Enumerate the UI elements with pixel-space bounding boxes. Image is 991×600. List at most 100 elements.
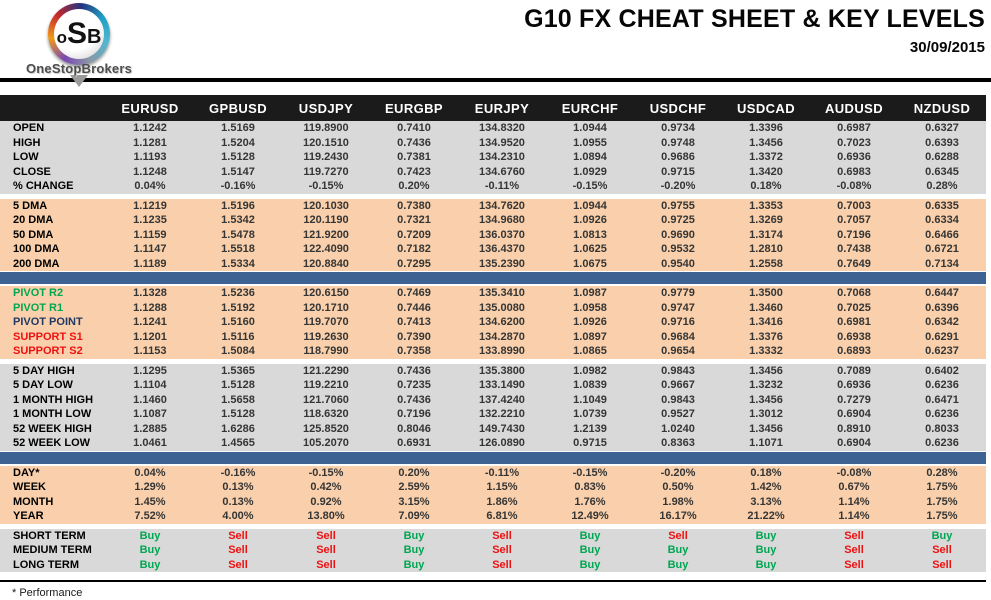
cell-short-term-eurjpy: Sell [492, 529, 512, 542]
table-row-100-dma: 100 DMA 1.1147 1.5518 122.4090 0.7182 136.437… [0, 242, 986, 257]
cell-day-eurgbp: 0.20% [398, 466, 430, 479]
cell-long-term-eurgbp: Buy [403, 558, 425, 571]
cell-short-term-eurgbp: Buy [403, 529, 425, 542]
cell-low-eurjpy: 134.2310 [479, 151, 525, 164]
cell-100-dma-usdchf: 0.9532 [661, 243, 695, 256]
section-gap [0, 193, 986, 199]
table-row-month: MONTH 1.45% 0.13% 0.92% 3.15% 1.86% 1.76% 1.98%… [0, 495, 986, 510]
cell-medium-term-eurusd: Buy [139, 544, 161, 557]
cell-support-s1-eurusd: 1.1201 [133, 330, 167, 343]
cell-support-s1-eurjpy: 134.2870 [479, 330, 525, 343]
table-block: OPEN 1.1242 1.5169 119.8900 0.7410 134.8320 1.… [0, 121, 986, 194]
cell-day-usdcad: 0.18% [750, 466, 782, 479]
cell-20-dma-usdchf: 0.9725 [661, 214, 695, 227]
cell-pivot-r1-usdjpy: 120.1710 [303, 301, 349, 314]
row-label-open: OPEN [13, 122, 45, 135]
cell-52-week-low-usdjpy: 105.2070 [303, 437, 349, 450]
cell-pivot-r1-gpbusd: 1.5192 [221, 301, 255, 314]
cell-medium-term-usdcad: Buy [755, 544, 777, 557]
cell-week-usdjpy: 0.42% [310, 481, 342, 494]
cell-50-dma-eurchf: 1.0813 [573, 228, 607, 241]
cell-high-usdchf: 0.9748 [661, 136, 695, 149]
logo-letter-s: S [66, 17, 87, 50]
cell-50-dma-nzdusd: 0.6466 [925, 228, 959, 241]
cell-pivot-r1-usdcad: 1.3460 [749, 301, 783, 314]
cell-close-gpbusd: 1.5147 [221, 165, 255, 178]
cell-5-dma-eurchf: 1.0944 [573, 199, 607, 212]
column-header-eurjpy: EURJPY [474, 100, 530, 116]
cell-long-term-eurchf: Buy [579, 558, 601, 571]
cell-20-dma-eurjpy: 134.9680 [479, 214, 525, 227]
logo-letter-o: o [56, 28, 67, 47]
cell-100-dma-eurjpy: 136.4370 [479, 243, 525, 256]
cell-long-term-audusd: Sell [844, 558, 864, 571]
cell-5-day-high-nzdusd: 0.6402 [925, 364, 959, 377]
cell-close-usdjpy: 119.7270 [303, 165, 349, 178]
cell-week-gpbusd: 0.13% [222, 481, 254, 494]
row-label-high: HIGH [13, 136, 41, 149]
cell-pivot-point-usdjpy: 119.7070 [303, 316, 349, 329]
cell-medium-term-eurchf: Buy [579, 544, 601, 557]
cell-52-week-high-audusd: 0.8910 [837, 422, 871, 435]
cell-pivot-point-nzdusd: 0.6342 [925, 316, 959, 329]
row-label-month: MONTH [13, 495, 54, 508]
table-row-pivot-r2: PIVOT R2 1.1328 1.5236 120.6150 0.7469 135.34… [0, 286, 986, 301]
cell-low-usdcad: 1.3372 [749, 151, 783, 164]
section-gap [0, 523, 986, 529]
cell-pivot-r2-nzdusd: 0.6447 [925, 287, 959, 300]
cell-open-usdcad: 1.3396 [749, 122, 783, 135]
row-label-20-dma: 20 DMA [13, 214, 54, 227]
cell-52-week-low-eurjpy: 126.0890 [479, 437, 525, 450]
table-row-20-dma: 20 DMA 1.1235 1.5342 120.1190 0.7321 134.9680… [0, 213, 986, 228]
cell-high-nzdusd: 0.6393 [925, 136, 959, 149]
cell-5-day-high-eurusd: 1.1295 [133, 364, 167, 377]
cell-1-month-high-usdchf: 0.9843 [661, 393, 695, 406]
row-label-low: LOW [13, 151, 39, 164]
cell-low-eurchf: 1.0894 [573, 151, 607, 164]
table-row-50-dma: 50 DMA 1.1159 1.5478 121.9200 0.7209 136.0370… [0, 228, 986, 243]
row-label-50-dma: 50 DMA [13, 228, 54, 241]
cell-high-usdcad: 1.3456 [749, 136, 783, 149]
cell-month-gpbusd: 0.13% [222, 495, 254, 508]
cell-low-usdchf: 0.9686 [661, 151, 695, 164]
cell-support-s2-nzdusd: 0.6237 [925, 345, 959, 358]
cell-5-day-high-usdcad: 1.3456 [749, 364, 783, 377]
cell-5-day-low-usdchf: 0.9667 [661, 379, 695, 392]
cell-support-s1-audusd: 0.6938 [837, 330, 871, 343]
cell-year-eurgbp: 7.09% [398, 510, 430, 523]
cell-100-dma-audusd: 0.7438 [837, 243, 871, 256]
cell-open-eurchf: 1.0944 [573, 122, 607, 135]
cell-support-s2-eurjpy: 133.8990 [479, 345, 525, 358]
cell-month-eurchf: 1.76% [574, 495, 606, 508]
table-row-pivot-point: PIVOT POINT 1.1241 1.5160 119.7070 0.7413 134… [0, 315, 986, 330]
cell-high-eurjpy: 134.9520 [479, 136, 525, 149]
cell-change-gpbusd: -0.16% [220, 180, 256, 193]
table-row-5-dma: 5 DMA 1.1219 1.5196 120.1030 0.7380 134.7620 1… [0, 199, 986, 214]
cell-short-term-nzdusd: Buy [931, 529, 953, 542]
page-title: G10 FX CHEAT SHEET & KEY LEVELS [524, 5, 985, 33]
cell-medium-term-usdjpy: Sell [316, 544, 336, 557]
cell-1-month-low-usdjpy: 118.6320 [303, 408, 349, 421]
cell-5-dma-gpbusd: 1.5196 [221, 199, 255, 212]
column-header-eurgbp: EURGBP [384, 100, 444, 116]
cell-short-term-usdchf: Sell [668, 529, 688, 542]
cell-1-month-high-eurjpy: 137.4240 [479, 393, 525, 406]
cell-pivot-r1-nzdusd: 0.6396 [925, 301, 959, 314]
performance-footnote: * Performance [12, 587, 83, 599]
cell-1-month-high-gpbusd: 1.5658 [221, 393, 255, 406]
table-row-change: % CHANGE 0.04% -0.16% -0.15% 0.20% -0.11% -0.1… [0, 179, 986, 194]
cell-support-s2-audusd: 0.6893 [837, 345, 871, 358]
cell-5-day-high-eurchf: 1.0982 [573, 364, 607, 377]
table-row-1-month-low: 1 MONTH LOW 1.1087 1.5128 118.6320 0.7196 132… [0, 407, 986, 422]
cell-200-dma-usdchf: 0.9540 [661, 257, 695, 270]
table-row-open: OPEN 1.1242 1.5169 119.8900 0.7410 134.8320 1.… [0, 121, 986, 136]
cell-100-dma-eurchf: 1.0625 [573, 243, 607, 256]
cell-pivot-r1-eurusd: 1.1288 [133, 301, 167, 314]
cell-month-usdjpy: 0.92% [310, 495, 342, 508]
cell-long-term-eurjpy: Sell [492, 558, 512, 571]
cell-1-month-low-eurchf: 1.0739 [573, 408, 607, 421]
cell-support-s1-eurchf: 1.0897 [573, 330, 607, 343]
cell-5-day-low-usdjpy: 119.2210 [303, 379, 349, 392]
